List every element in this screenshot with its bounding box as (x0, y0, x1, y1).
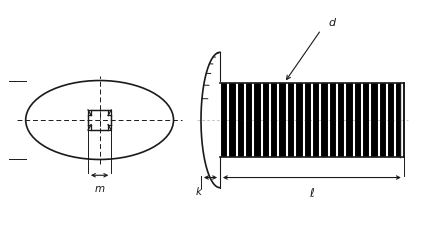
Text: m: m (95, 184, 105, 194)
Text: k: k (196, 186, 202, 197)
Text: d: d (329, 18, 336, 28)
Bar (220, 83, 404, 157)
Text: ℓ: ℓ (309, 186, 314, 199)
Bar (88, 110, 111, 130)
Bar (400, 83, 404, 157)
